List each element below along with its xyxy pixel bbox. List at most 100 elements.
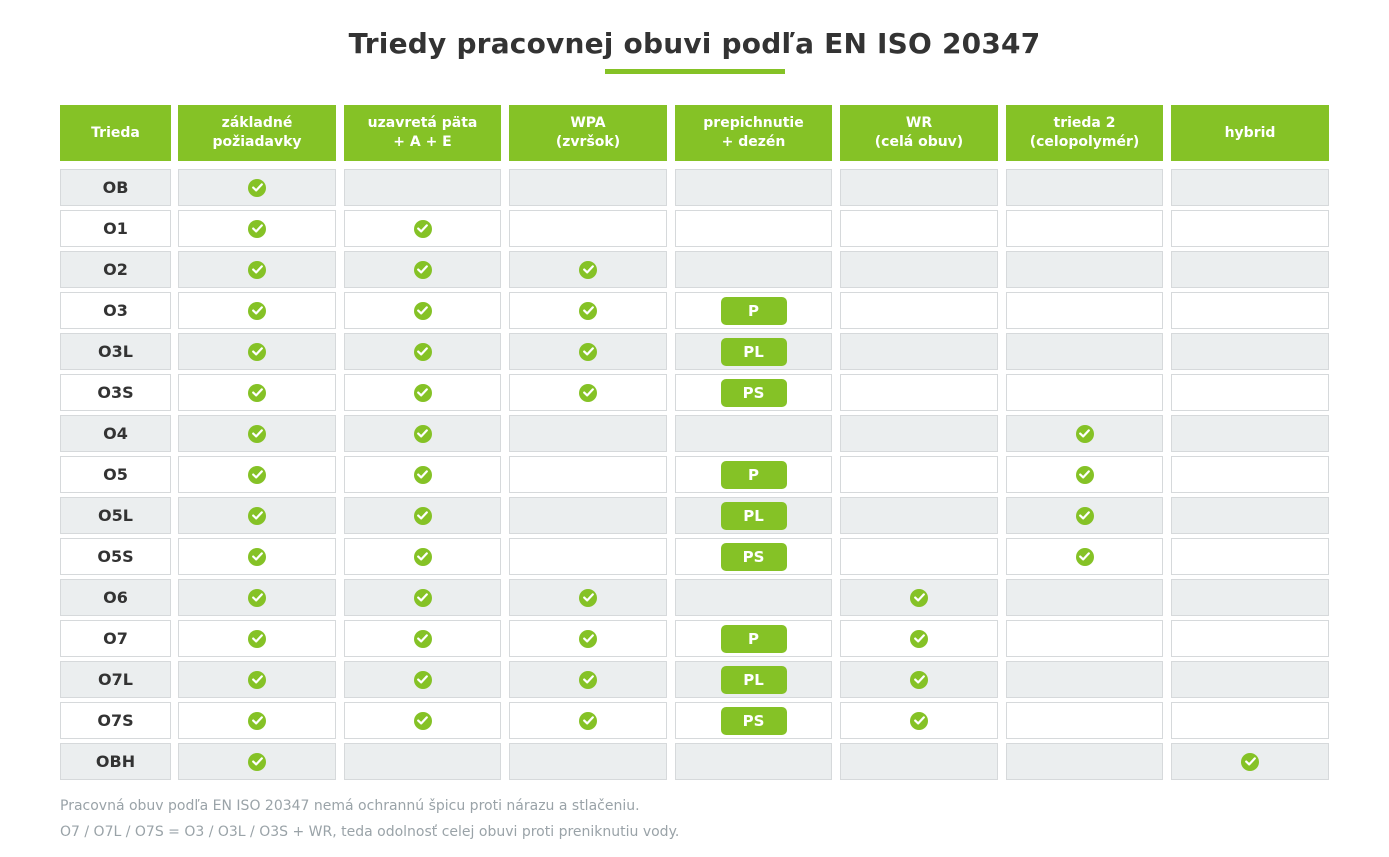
table-cell (1006, 210, 1163, 247)
table-cell (344, 538, 501, 575)
table-cell (178, 251, 336, 288)
table-cell (178, 497, 336, 534)
table-row: O3L PL (60, 333, 1329, 370)
class-cell: O7S (60, 702, 171, 739)
table-cell (1171, 292, 1329, 329)
class-cell: O1 (60, 210, 171, 247)
check-circle-icon (248, 711, 266, 730)
table-cell (840, 456, 998, 493)
header-class2: trieda 2 (celopolymér) (1006, 105, 1163, 161)
table-cell (840, 620, 998, 657)
class-cell: OBH (60, 743, 171, 780)
table-cell: P (675, 620, 832, 657)
table-cell (675, 743, 832, 780)
table-cell (1006, 251, 1163, 288)
table-row: O5S PS (60, 538, 1329, 575)
table-cell (1171, 538, 1329, 575)
table-body: OB O1 O2 O3 P O3L PL O3S PS O4 O5 P O5L PL O5S PS O6 O7 P O… (60, 169, 1329, 780)
table-cell (509, 661, 667, 698)
class-label: O5 (103, 465, 128, 484)
table-cell (509, 210, 667, 247)
check-circle-icon (413, 260, 432, 279)
check-circle-icon (910, 670, 928, 689)
check-circle-icon (248, 588, 266, 607)
check-circle-icon (413, 670, 432, 689)
check-circle-icon (248, 424, 266, 443)
header-heel: uzavretá päta + A + E (344, 105, 501, 161)
table-cell (344, 415, 501, 452)
table-cell (1006, 456, 1163, 493)
check-circle-icon (579, 383, 597, 402)
table-cell (178, 210, 336, 247)
table-cell (1171, 497, 1329, 534)
check-circle-icon (248, 301, 266, 320)
penetration-badge: PL (720, 501, 787, 530)
table-cell (178, 538, 336, 575)
penetration-badge: PS (720, 542, 787, 571)
table-cell (1171, 579, 1329, 616)
table-cell (675, 210, 832, 247)
penetration-badge: P (720, 460, 787, 489)
header-hybrid: hybrid (1171, 105, 1329, 161)
table-cell (1006, 169, 1163, 206)
table-cell (509, 579, 667, 616)
class-label: O3 (103, 301, 128, 320)
table-cell (509, 333, 667, 370)
table-row: O5L PL (60, 497, 1329, 534)
table-cell (1006, 702, 1163, 739)
check-circle-icon (248, 629, 266, 648)
table-cell (509, 251, 667, 288)
class-label: OBH (95, 752, 136, 771)
table-cell (178, 702, 336, 739)
table-cell (840, 210, 998, 247)
class-cell: O6 (60, 579, 171, 616)
class-cell: O7 (60, 620, 171, 657)
table-cell: PS (675, 702, 832, 739)
check-circle-icon (248, 342, 266, 361)
table-cell (509, 415, 667, 452)
table-cell (509, 702, 667, 739)
table-cell (344, 579, 501, 616)
table-row: O7L PL (60, 661, 1329, 698)
penetration-badge: P (720, 296, 787, 325)
table-cell (840, 169, 998, 206)
check-circle-icon (248, 383, 266, 402)
table-cell (1171, 169, 1329, 206)
class-label: OB (102, 178, 129, 197)
table-cell: PS (675, 538, 832, 575)
table-row: O7 P (60, 620, 1329, 657)
table-cell (178, 169, 336, 206)
check-circle-icon (413, 711, 432, 730)
table-cell (509, 374, 667, 411)
class-label: O7S (97, 711, 134, 730)
table-cell (1006, 333, 1163, 370)
table-cell (840, 579, 998, 616)
table-cell (840, 538, 998, 575)
check-circle-icon (579, 301, 597, 320)
table-cell (509, 743, 667, 780)
table-cell: PL (675, 333, 832, 370)
class-label: O3L (98, 342, 133, 361)
check-circle-icon (248, 260, 266, 279)
table-cell (178, 579, 336, 616)
table-cell (675, 415, 832, 452)
penetration-badge: PL (720, 337, 787, 366)
table-cell (675, 169, 832, 206)
table-cell (178, 292, 336, 329)
table-cell (344, 456, 501, 493)
check-circle-icon (248, 465, 266, 484)
title-underline (605, 69, 785, 74)
header-basic: základné požiadavky (178, 105, 336, 161)
table-row: OBH (60, 743, 1329, 780)
header-class: Trieda (60, 105, 171, 161)
table-cell (1006, 743, 1163, 780)
class-cell: O5S (60, 538, 171, 575)
class-cell: O5 (60, 456, 171, 493)
table-cell (1006, 292, 1163, 329)
table-cell (178, 456, 336, 493)
table-cell (840, 251, 998, 288)
table-row: O5 P (60, 456, 1329, 493)
table-row: O7S PS (60, 702, 1329, 739)
class-cell: O4 (60, 415, 171, 452)
table-cell (178, 374, 336, 411)
